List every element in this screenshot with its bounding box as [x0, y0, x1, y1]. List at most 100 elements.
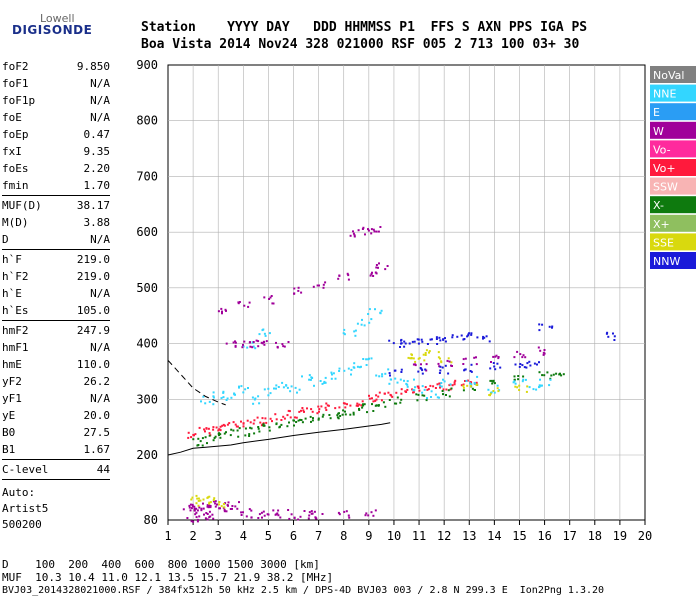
trace-point-nne-cloud: [493, 391, 496, 394]
trace-point-o-trace: [326, 404, 329, 407]
trace-point-o-trace: [316, 412, 319, 415]
auto-label: Auto:: [2, 486, 36, 499]
legend-swatch-x-: [650, 196, 696, 214]
x-tick-label: 13: [462, 529, 476, 543]
trace-point-nnw-trace: [494, 368, 497, 371]
trace-point-nne-cloud: [368, 308, 371, 311]
trace-point-w-cloud: [225, 309, 227, 312]
trace-point-o-trace: [221, 424, 224, 427]
trace-point-x-trace: [362, 403, 364, 406]
trace-point-nne-cloud: [282, 386, 285, 389]
trace-point-sse-cloud: [425, 349, 428, 352]
trace-point-nne-cloud: [465, 379, 468, 382]
legend-swatch-sse: [650, 233, 696, 251]
trace-point-o-trace: [288, 410, 291, 413]
trace-point-nne-cloud: [439, 384, 442, 387]
logo-lowell-text: Lowell: [40, 12, 75, 25]
trace-point-nne-cloud: [331, 373, 333, 376]
trace-point-w-cloud: [346, 272, 349, 275]
trace-point-o-trace: [324, 406, 327, 409]
trace-point-nnw-trace: [408, 342, 411, 345]
trace-point-es-cloud: [193, 507, 196, 510]
param-name: B1: [2, 443, 16, 456]
param-value: 1.70: [83, 179, 111, 192]
trace-point-nne-cloud: [353, 330, 356, 333]
trace-point-x-trace: [489, 379, 492, 382]
trace-point-o-trace: [346, 403, 348, 406]
trace-point-es-cloud: [277, 509, 280, 512]
param-row: h`Es 105.0: [2, 304, 110, 321]
x-tick-label: 4: [240, 529, 247, 543]
trace-point-x-trace: [293, 424, 295, 427]
trace-point-nne-cloud: [375, 374, 378, 377]
trace-point-w-cloud: [300, 291, 303, 294]
trace-point-sse-cloud: [496, 387, 499, 390]
trace-point-nne-cloud: [233, 392, 236, 395]
trace-point-o-trace: [432, 385, 435, 388]
trace-point-nne-cloud: [334, 377, 337, 380]
logo-digisonde-text: DIGISONDE: [12, 23, 93, 37]
trace-point-nne-cloud: [360, 323, 363, 326]
trace-point-x-trace: [249, 426, 252, 429]
trace-point-nne-cloud: [343, 328, 346, 331]
trace-point-nnw-trace: [435, 336, 438, 339]
trace-point-nne-cloud: [434, 393, 437, 396]
legend-label: SSW: [653, 181, 678, 194]
trace-point-x-trace: [197, 444, 200, 446]
trace-point-nne-cloud: [362, 358, 365, 360]
trace-point-w-cloud: [243, 340, 246, 343]
trace-point-es-cloud: [238, 501, 240, 504]
trace-point-nne-cloud: [212, 395, 215, 398]
trace-point-x-trace: [223, 432, 226, 435]
trace-point-nne-cloud: [275, 384, 278, 387]
trace-point-es-cloud: [231, 505, 234, 507]
trace-point-nnw-trace: [476, 336, 479, 339]
legend-label: X+: [653, 218, 670, 231]
trace-point-nnw-trace: [417, 342, 420, 345]
trace-point-o-trace: [360, 404, 363, 407]
trace-point-nnw-trace: [389, 374, 391, 377]
trace-point-sse-cloud: [428, 351, 430, 354]
trace-point-nne-cloud: [380, 309, 383, 312]
trace-point-nnw-trace: [468, 332, 471, 335]
trace-point-o-trace: [375, 394, 378, 397]
trace-point-w-cloud: [414, 364, 417, 367]
trace-point-nne-cloud: [378, 375, 381, 378]
trace-point-nnw-trace: [470, 333, 473, 336]
trace-point-w-cloud: [297, 289, 300, 292]
trace-point-o-trace: [448, 384, 451, 387]
param-name: foE: [2, 111, 22, 124]
trace-point-nne-cloud: [365, 364, 368, 366]
trace-point-nnw-trace: [467, 334, 470, 337]
trace-point-o-trace: [275, 418, 278, 421]
trace-point-x-trace: [363, 403, 366, 406]
trace-point-es-cloud: [216, 503, 218, 506]
trace-point-x-trace: [425, 399, 428, 402]
trace-point-es-cloud: [262, 510, 265, 513]
trace-point-w-cloud: [276, 346, 279, 349]
trace-point-x-trace: [286, 425, 289, 428]
param-row: yF1 N/A: [2, 392, 110, 409]
trace-point-nne-cloud: [212, 391, 215, 394]
trace-point-x-trace: [192, 438, 195, 441]
trace-point-nne-cloud: [406, 380, 409, 383]
trace-point-x-trace: [344, 410, 346, 413]
trace-point-o-trace: [274, 413, 277, 416]
trace-point-es-cloud: [195, 516, 198, 519]
trace-point-nne-cloud: [342, 332, 345, 335]
trace-point-o-trace: [380, 399, 383, 402]
trace-point-nne-cloud: [212, 396, 215, 399]
trace-point-sse-cloud: [462, 386, 465, 389]
param-value: 219.0: [76, 253, 110, 266]
trace-point-nne-cloud: [347, 367, 350, 370]
param-value: 110.0: [76, 358, 110, 371]
trace-point-w-cloud: [352, 230, 354, 233]
trace-point-nne-cloud: [399, 378, 402, 381]
trace-point-nne-cloud: [226, 397, 229, 400]
trace-point-es-cloud: [236, 507, 239, 510]
trace-point-o-trace: [355, 404, 358, 407]
trace-point-w-cloud: [362, 226, 365, 229]
trace-point-w-cloud: [522, 354, 525, 357]
trace-point-es-cloud: [190, 507, 193, 510]
trace-point-nne-cloud: [257, 395, 260, 398]
